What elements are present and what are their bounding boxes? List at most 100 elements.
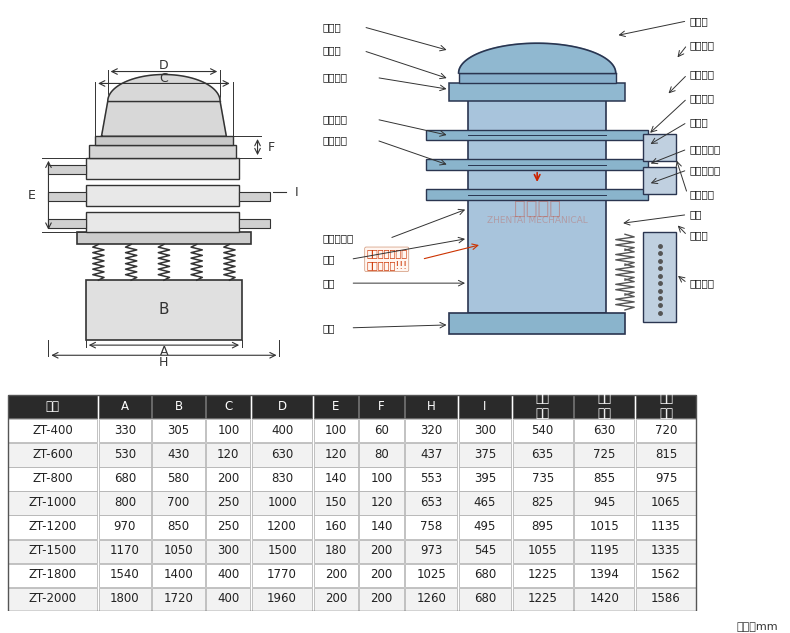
Text: 815: 815 [655,448,677,461]
Text: 100: 100 [371,472,393,485]
Bar [8,515,97,539]
Text: 430: 430 [167,448,190,461]
Polygon shape [458,43,615,73]
Text: 下部重锤: 下部重锤 [690,278,715,288]
Text: ZHENTAI MECHANICAL: ZHENTAI MECHANICAL [487,216,588,225]
Bar [206,515,250,539]
Text: 电动机: 电动机 [690,230,709,241]
Bar [636,467,696,491]
Bar [206,563,250,587]
Text: 1770: 1770 [267,568,297,581]
Text: E: E [28,189,36,202]
Bar [252,396,312,418]
Text: 680: 680 [474,568,496,581]
Text: 防尘盖: 防尘盖 [322,22,341,32]
Bar [8,491,97,515]
Text: 305: 305 [167,424,190,437]
Bar [574,515,634,539]
Text: 100: 100 [325,424,347,437]
Bar [86,211,239,232]
Bar [206,587,250,611]
Bar [574,563,634,587]
Bar [574,539,634,563]
Bar [252,539,312,563]
Text: ZT-1200: ZT-1200 [28,520,77,533]
Bar [314,443,358,467]
Text: 辅助筛网: 辅助筛网 [690,70,715,80]
Bar [513,443,573,467]
Text: 630: 630 [593,424,615,437]
Text: 855: 855 [593,472,615,485]
Bar [459,539,511,563]
Text: 1000: 1000 [267,496,297,509]
Bar [252,563,312,587]
Text: 筛网法兰: 筛网法兰 [690,93,715,103]
Text: 底座: 底座 [322,323,335,333]
Bar [644,232,675,322]
Bar [206,443,250,467]
Text: 635: 635 [532,448,554,461]
Bar [152,563,205,587]
Bar [239,219,270,228]
Text: 1170: 1170 [110,544,140,557]
Bar [427,160,648,170]
Bar [152,443,205,467]
Text: 200: 200 [325,568,347,581]
Bar [152,396,205,418]
Bar [427,130,648,140]
Bar [359,467,404,491]
Text: 三层
高度: 三层 高度 [659,392,673,420]
Text: A: A [160,345,168,358]
Text: 530: 530 [114,448,136,461]
Text: 400: 400 [217,592,239,605]
Bar [636,539,696,563]
Bar [8,587,97,611]
Text: 300: 300 [474,424,496,437]
Text: 1055: 1055 [528,544,558,557]
Text: 395: 395 [474,472,496,485]
Bar [252,587,312,611]
Text: 振体: 振体 [690,210,702,220]
Text: ZT-1800: ZT-1800 [28,568,77,581]
Bar [405,396,457,418]
Bar [8,467,97,491]
Bar [314,563,358,587]
Bar [459,443,511,467]
Text: 橡胶球: 橡胶球 [690,117,709,127]
Text: 1065: 1065 [651,496,681,509]
Bar [574,419,634,442]
Bar [48,165,86,174]
Text: 758: 758 [420,520,442,533]
Text: 973: 973 [420,544,442,557]
Text: 单位：mm: 单位：mm [736,622,778,632]
Text: 200: 200 [371,592,393,605]
Bar [427,189,648,199]
Text: 120: 120 [325,448,347,461]
Bar [252,491,312,515]
Bar [636,396,696,418]
Bar [252,443,312,467]
Bar [314,467,358,491]
Bar [99,443,151,467]
Bar [206,419,250,442]
Text: 945: 945 [593,496,615,509]
Bar [459,587,511,611]
Bar [644,134,675,161]
Text: 一般结构图: 一般结构图 [524,367,578,385]
Text: 850: 850 [167,520,190,533]
Bar [636,587,696,611]
Bar [86,158,239,179]
Text: 200: 200 [325,592,347,605]
Text: 1500: 1500 [267,544,297,557]
Text: 725: 725 [593,448,615,461]
Text: 1015: 1015 [589,520,619,533]
Text: 1800: 1800 [110,592,140,605]
Bar [8,396,97,418]
Bar [513,539,573,563]
Text: C: C [224,400,232,413]
Bar [99,419,151,442]
Text: 上部重锤: 上部重锤 [690,189,715,199]
Bar [450,313,625,334]
Bar [359,419,404,442]
Text: 1394: 1394 [589,568,619,581]
